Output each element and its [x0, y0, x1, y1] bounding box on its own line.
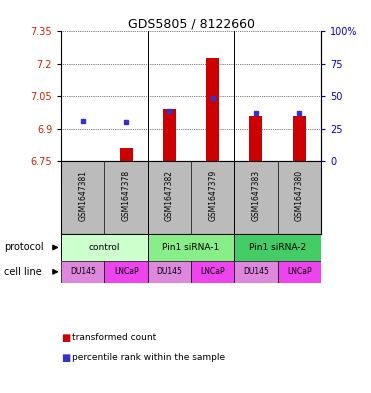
Text: percentile rank within the sample: percentile rank within the sample [72, 353, 226, 362]
Bar [163, 109, 176, 161]
Text: DU145: DU145 [70, 267, 96, 276]
Bar [234, 234, 321, 261]
Text: LNCaP: LNCaP [114, 267, 138, 276]
Text: GSM1647381: GSM1647381 [78, 170, 87, 221]
Text: DU145: DU145 [157, 267, 183, 276]
Text: ■: ■ [61, 333, 70, 343]
Text: cell line: cell line [4, 267, 42, 277]
Text: DU145: DU145 [243, 267, 269, 276]
Text: GSM1647383: GSM1647383 [252, 170, 260, 221]
Bar [293, 116, 306, 161]
Bar [148, 234, 234, 261]
Bar [234, 261, 278, 283]
Text: GSM1647378: GSM1647378 [122, 170, 131, 221]
Bar [61, 261, 105, 283]
Bar [278, 261, 321, 283]
Title: GDS5805 / 8122660: GDS5805 / 8122660 [128, 17, 255, 30]
Bar [250, 116, 263, 161]
Text: protocol: protocol [4, 242, 43, 252]
Text: GSM1647382: GSM1647382 [165, 170, 174, 221]
Text: LNCaP: LNCaP [287, 267, 312, 276]
Text: Pin1 siRNA-2: Pin1 siRNA-2 [249, 243, 306, 252]
Bar [191, 261, 234, 283]
Text: control: control [89, 243, 120, 252]
Bar [148, 261, 191, 283]
Text: GSM1647379: GSM1647379 [208, 170, 217, 221]
Bar [105, 261, 148, 283]
Text: ■: ■ [61, 353, 70, 363]
Bar [120, 148, 133, 161]
Text: LNCaP: LNCaP [200, 267, 225, 276]
Text: Pin1 siRNA-1: Pin1 siRNA-1 [162, 243, 220, 252]
Bar [206, 59, 219, 161]
Bar [61, 234, 148, 261]
Text: transformed count: transformed count [72, 334, 157, 342]
Text: GSM1647380: GSM1647380 [295, 170, 304, 221]
